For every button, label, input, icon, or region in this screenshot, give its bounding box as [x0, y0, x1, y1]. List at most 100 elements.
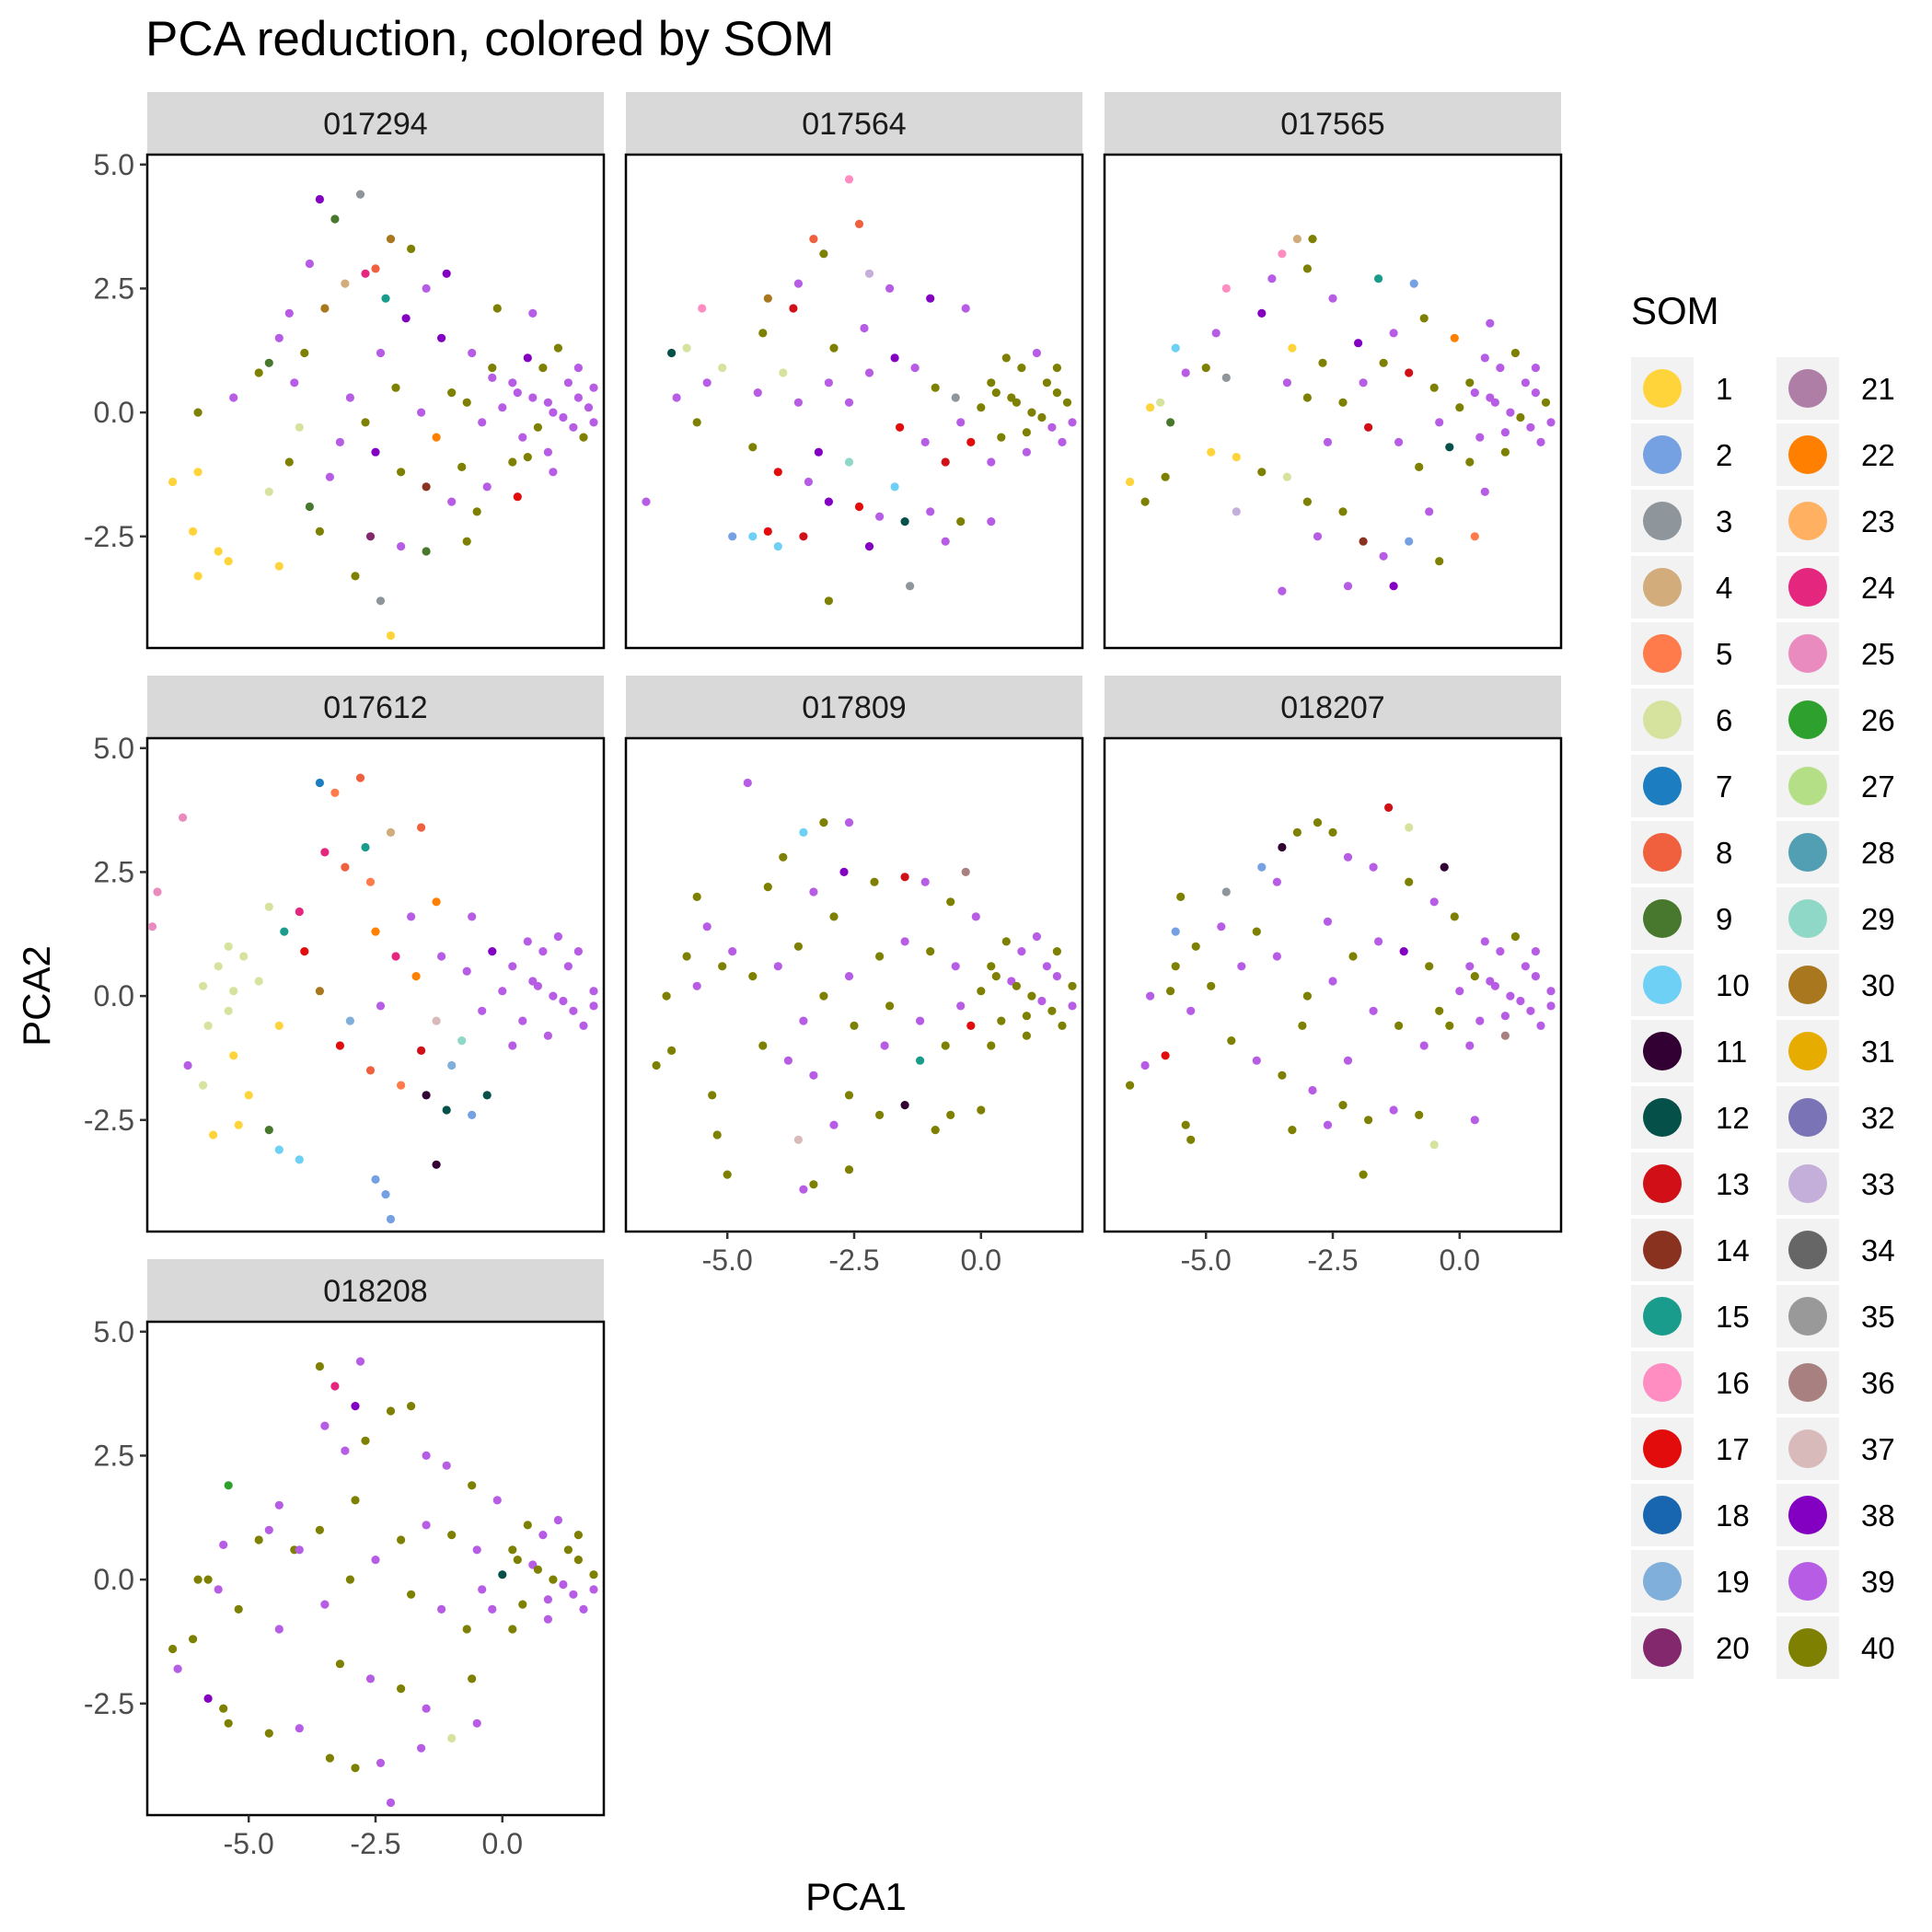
- legend-label: 11: [1716, 1035, 1747, 1069]
- scatter-point: [274, 1145, 283, 1154]
- legend-item: 28: [1776, 821, 1895, 884]
- scatter-point: [376, 596, 386, 606]
- facet-strip-label: 018208: [323, 1274, 427, 1309]
- legend-item: 29: [1776, 887, 1895, 950]
- scatter-point: [482, 1091, 492, 1100]
- scatter-point: [672, 393, 681, 402]
- scatter-point: [896, 422, 905, 432]
- scatter-point: [508, 1545, 517, 1555]
- scatter-point: [1496, 947, 1505, 956]
- scatter-point: [315, 778, 324, 788]
- scatter-point: [1126, 1081, 1135, 1090]
- scatter-point: [422, 283, 431, 293]
- y-tick-label: 5.0: [94, 148, 134, 181]
- scatter-point: [1405, 823, 1414, 832]
- scatter-point: [1536, 437, 1545, 446]
- scatter-point: [753, 388, 762, 398]
- scatter-point: [1052, 388, 1061, 398]
- scatter-point: [946, 897, 955, 907]
- scatter-point: [1415, 462, 1424, 471]
- scatter-point: [462, 398, 471, 407]
- scatter-point: [437, 333, 446, 342]
- scatter-point: [508, 1041, 517, 1050]
- facet-strip: [626, 676, 1082, 738]
- scatter-point: [523, 453, 532, 462]
- scatter-point: [295, 907, 304, 917]
- scatter-point: [1022, 428, 1031, 437]
- scatter-point: [1510, 931, 1520, 942]
- scatter-point: [1379, 358, 1388, 367]
- scatter-point: [371, 927, 380, 936]
- scatter-point: [844, 398, 854, 407]
- scatter-point: [1052, 947, 1061, 956]
- scatter-point: [1292, 235, 1301, 244]
- scatter-point: [528, 393, 538, 402]
- legend-label: 28: [1861, 836, 1895, 870]
- scatter-point: [1037, 996, 1047, 1006]
- scatter-point: [1282, 472, 1291, 481]
- scatter-point: [381, 294, 390, 303]
- scatter-point: [183, 1060, 192, 1070]
- scatter-point: [1475, 1016, 1485, 1025]
- scatter-point: [880, 1041, 889, 1050]
- legend-label: 17: [1716, 1432, 1750, 1466]
- scatter-point: [488, 373, 497, 382]
- scatter-point: [589, 418, 598, 427]
- scatter-point: [1302, 393, 1312, 402]
- scatter-point: [355, 1357, 365, 1366]
- scatter-point: [295, 422, 304, 432]
- scatter-point: [1171, 927, 1180, 936]
- scatter-point: [472, 1545, 481, 1555]
- scatter-point: [1536, 1021, 1545, 1030]
- legend-swatch: [1643, 1628, 1682, 1667]
- scatter-point: [365, 532, 376, 541]
- scatter-point: [728, 947, 737, 956]
- scatter-point: [417, 408, 426, 417]
- scatter-point: [728, 532, 737, 541]
- scatter-point: [961, 867, 970, 877]
- legend-item: 24: [1776, 556, 1895, 619]
- scatter-point: [330, 214, 340, 224]
- scatter-point: [793, 279, 804, 288]
- x-tick-label: 0.0: [482, 1827, 523, 1860]
- legend-item: 19: [1631, 1550, 1750, 1613]
- scatter-point: [956, 517, 966, 526]
- x-tick-label: -5.0: [224, 1827, 274, 1860]
- legend-item: 10: [1631, 954, 1750, 1016]
- scatter-point: [1232, 507, 1241, 516]
- scatter-point: [748, 443, 758, 452]
- scatter-point: [437, 1604, 446, 1614]
- scatter-point: [793, 942, 804, 951]
- scatter-point: [284, 457, 294, 467]
- scatter-point: [315, 194, 324, 204]
- scatter-point: [900, 873, 909, 882]
- facet-panel: 017565: [1103, 92, 1563, 650]
- panel-area: [145, 736, 606, 1233]
- scatter-point: [1389, 329, 1398, 338]
- scatter-point: [702, 922, 711, 931]
- scatter-point: [284, 308, 294, 318]
- scatter-point: [254, 977, 263, 986]
- scatter-point: [1207, 447, 1216, 457]
- x-tick-label: 0.0: [1440, 1244, 1480, 1277]
- legend-swatch: [1643, 634, 1682, 673]
- y-tick-label: 2.5: [94, 272, 134, 305]
- scatter-point: [1042, 378, 1051, 388]
- scatter-point: [799, 827, 808, 838]
- scatter-point: [987, 962, 996, 971]
- facet-strip-label: 018207: [1280, 690, 1384, 725]
- legend-item: 18: [1631, 1484, 1750, 1546]
- legend-item: 13: [1631, 1152, 1750, 1215]
- scatter-point: [422, 547, 431, 556]
- scatter-point: [335, 437, 344, 446]
- x-tick-label: -5.0: [702, 1244, 753, 1277]
- scatter-point: [1480, 487, 1489, 496]
- legend-swatch: [1643, 1429, 1682, 1468]
- scatter-point: [987, 1041, 996, 1050]
- scatter-point: [1521, 962, 1530, 971]
- scatter-point: [239, 952, 249, 961]
- scatter-point: [799, 1016, 808, 1025]
- scatter-point: [961, 304, 970, 313]
- scatter-point: [498, 987, 507, 996]
- scatter-point: [229, 393, 238, 402]
